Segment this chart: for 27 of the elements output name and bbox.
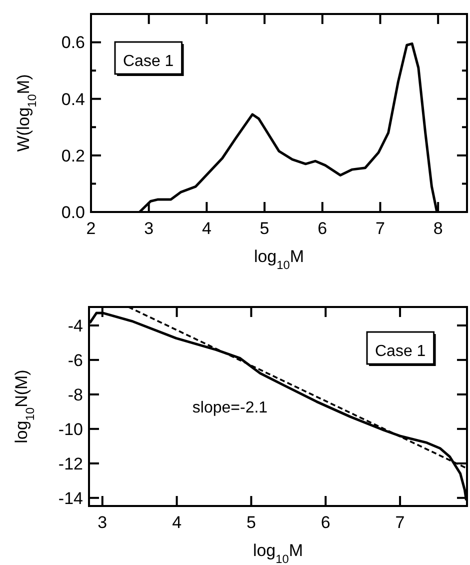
annotation: Case 1 <box>123 53 174 70</box>
y-tick-label: 0.4 <box>61 90 85 109</box>
x-tick-label: 4 <box>172 513 182 532</box>
y-tick-label: 0.2 <box>61 146 85 166</box>
x-tick-label: 6 <box>320 513 330 532</box>
text: 0.0 <box>61 202 85 222</box>
x-axis-title: log$_{10}$M <box>254 247 304 272</box>
y-tick-label: -4 <box>68 316 83 336</box>
x-tick-label: 8 <box>433 219 443 238</box>
y-tick-label: -10 <box>58 420 83 439</box>
x-tick-label: 2 <box>86 219 96 238</box>
x-tick-label: 5 <box>246 513 256 532</box>
x-tick-label: 7 <box>375 219 385 238</box>
x-axis-title: log$_{10}$M <box>252 541 304 565</box>
x-tick-label: 6 <box>318 219 328 238</box>
x-tick-label: 3 <box>98 513 108 532</box>
y-tick-label: -8 <box>68 385 83 404</box>
y-tick-label: -14 <box>58 488 83 508</box>
x-tick-label: 7 <box>395 513 405 532</box>
annotation: Case 1 <box>375 343 426 360</box>
y-tick-label: 0.6 <box>61 33 85 52</box>
x-tick-label: 5 <box>260 219 270 238</box>
x-tick-label: 4 <box>202 219 212 238</box>
x-tick-label: 3 <box>144 219 154 238</box>
y-tick-label: -6 <box>68 350 83 370</box>
y-tick-label: -12 <box>58 454 83 474</box>
annotation: slope=-2.1 <box>192 400 268 417</box>
